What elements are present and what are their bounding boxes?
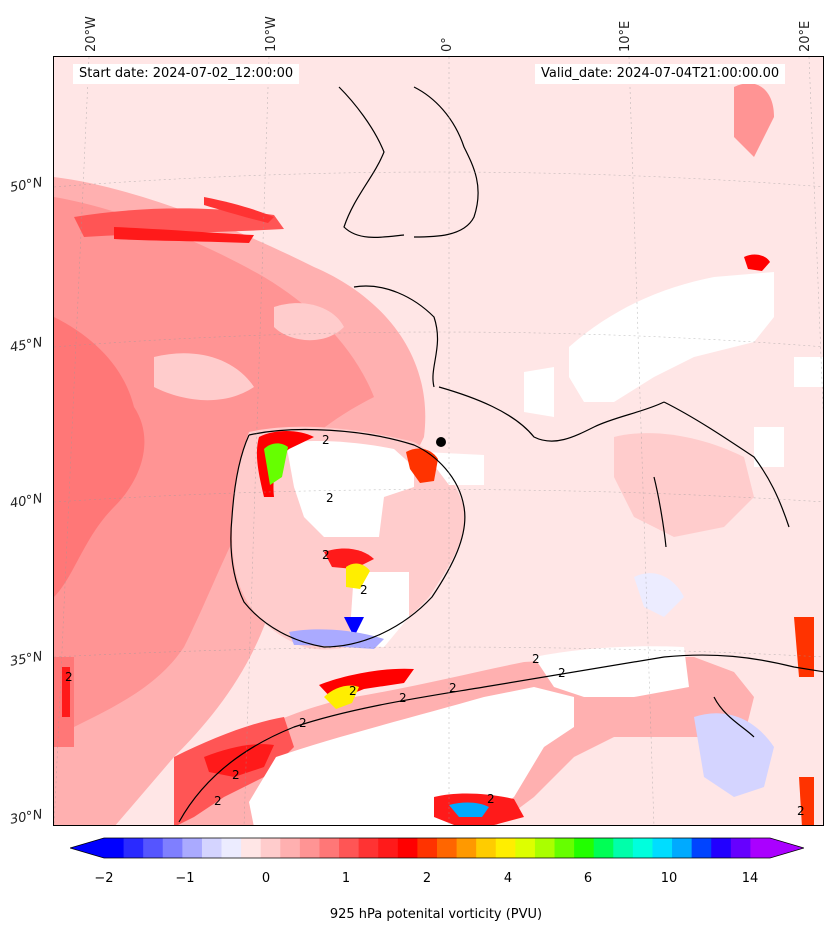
colorbar-swatch [750, 838, 771, 858]
contour-label: 2 [322, 548, 330, 562]
contour-label: 2 [322, 433, 330, 447]
colorbar-swatch [241, 838, 262, 858]
colorbar-swatch [476, 838, 497, 858]
colorbar-swatch [672, 838, 693, 858]
valid-date-label: Valid_date: 2024-07-04T21:00:00.00 [535, 64, 786, 84]
contour-label: 2 [349, 684, 357, 698]
colorbar-tick: 6 [583, 871, 593, 886]
lon-label: 10°W [264, 16, 279, 52]
colorbar-swatch [534, 838, 556, 858]
colorbar-tick: −1 [175, 871, 195, 886]
colorbar-swatch [593, 838, 614, 858]
contour-label: 2 [232, 768, 240, 782]
contour-label: 2 [399, 691, 407, 705]
lat-label: 50°N [8, 175, 44, 196]
lon-label: 0° [440, 37, 455, 52]
colorbar-swatch [280, 838, 301, 858]
colorbar-swatch [162, 838, 183, 858]
colorbar-swatch [730, 838, 751, 858]
contour-label: 2 [797, 804, 805, 818]
lon-label: 20°W [84, 16, 99, 52]
colorbar [70, 837, 804, 859]
lon-label: 10°E [618, 20, 633, 52]
colorbar-swatch [613, 838, 634, 858]
start-date-label: Start date: 2024-07-02_12:00:00 [73, 64, 300, 84]
colorbar-swatch [123, 838, 144, 858]
colorbar-swatch [143, 838, 164, 858]
colorbar-tick: 14 [741, 871, 759, 886]
colorbar-extend-high [770, 838, 804, 858]
colorbar-tick: 0 [261, 871, 271, 886]
contour-label: 2 [360, 583, 368, 597]
contour-label: 2 [487, 792, 495, 806]
contour-label: 2 [532, 652, 540, 666]
colorbar-swatch [691, 838, 712, 858]
colorbar-swatch [515, 838, 536, 858]
colorbar-swatch [554, 838, 575, 858]
colorbar-swatch [456, 838, 477, 858]
colorbar-tick: −2 [94, 871, 114, 886]
pv-field: 2 2 2 2 2 2 2 2 2 2 2 2 2 2 2 [54, 57, 823, 825]
lat-label: 40°N [8, 491, 44, 512]
lon-label: 20°E [798, 20, 813, 52]
colorbar-tick: 2 [422, 871, 432, 886]
contour-label: 2 [326, 491, 334, 505]
colorbar-swatch [397, 838, 418, 858]
colorbar-swatch [319, 838, 340, 858]
colorbar-swatch [339, 838, 360, 858]
colorbar-swatch [104, 838, 125, 858]
contour-label: 2 [558, 666, 566, 680]
colorbar-swatch [260, 838, 281, 858]
colorbar-swatch [358, 838, 379, 858]
colorbar-swatch [437, 838, 458, 858]
map-panel: 2 2 2 2 2 2 2 2 2 2 2 2 2 2 2 [53, 56, 824, 826]
colorbar-title: 925 hPa potenital vorticity (PVU) [329, 907, 543, 922]
colorbar-swatch [417, 838, 438, 858]
colorbar-swatch [711, 838, 732, 858]
contour-label: 2 [65, 670, 73, 684]
colorbar-extend-low [70, 838, 104, 858]
colorbar-tick: 10 [660, 871, 678, 886]
lat-label: 30°N [8, 807, 44, 828]
contour-label: 2 [449, 681, 457, 695]
lat-label: 35°N [8, 649, 44, 670]
colorbar-swatch [574, 838, 595, 858]
colorbar-swatch [221, 838, 242, 858]
lat-label: 45°N [8, 335, 44, 356]
colorbar-swatch [495, 838, 516, 858]
colorbar-swatch [201, 838, 223, 858]
colorbar-swatch [632, 838, 653, 858]
colorbar-tick: 1 [341, 871, 351, 886]
contour-label: 2 [299, 716, 307, 730]
colorbar-swatch [378, 838, 399, 858]
contour-label: 2 [214, 794, 222, 808]
colorbar-swatch [299, 838, 320, 858]
colorbar-outline [70, 837, 804, 859]
colorbar-swatch [182, 838, 203, 858]
colorbar-swatch [652, 838, 673, 858]
colorbar-tick: 4 [503, 871, 513, 886]
